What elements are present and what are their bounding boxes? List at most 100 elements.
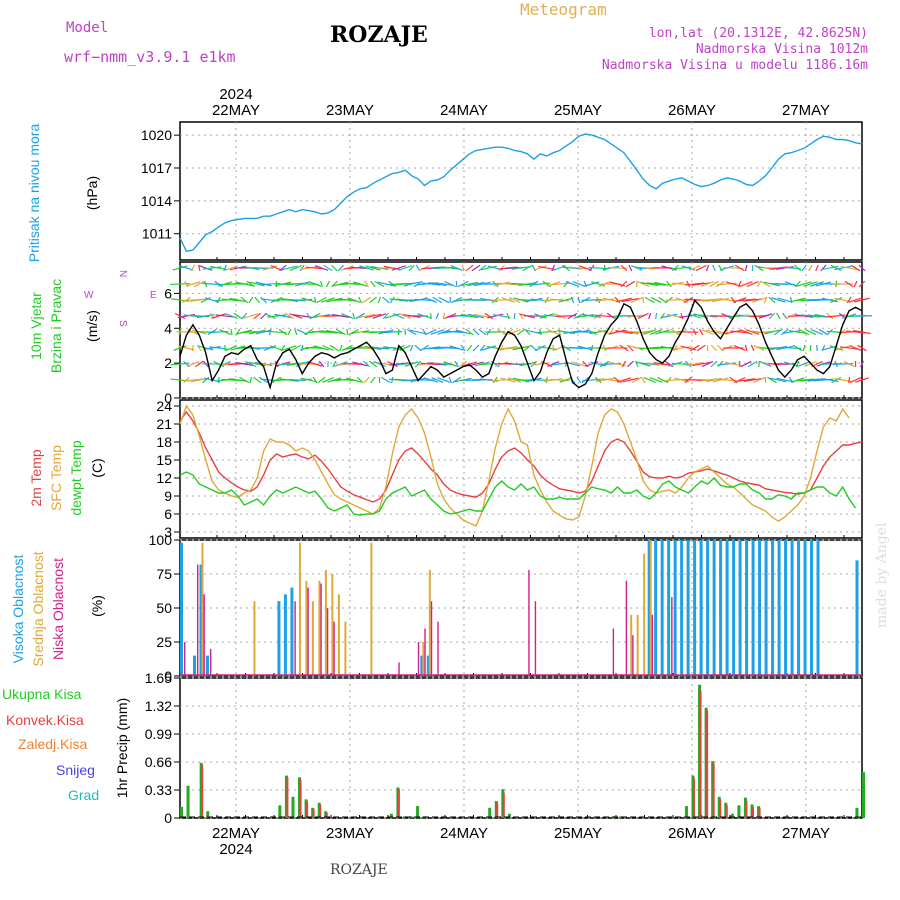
wind-arrow: [807, 314, 827, 318]
precip-bar-convective: [712, 763, 715, 818]
top-day-label: 24MAY: [440, 102, 488, 119]
cloud-bar-high: [816, 540, 820, 676]
model-label: Model: [66, 20, 109, 36]
wind-arrow: [848, 297, 863, 303]
wind-arrow: [364, 313, 382, 319]
y-tick-label: 6: [164, 506, 172, 522]
cloud-bar-low: [612, 628, 615, 676]
wind-arrow: [547, 328, 560, 336]
wind-arrow: [321, 376, 334, 384]
wind-arrow: [821, 265, 839, 271]
wind-arrow: [802, 344, 806, 352]
wind-arrow: [770, 377, 787, 383]
wind-arrow: [563, 330, 582, 334]
legend-hail: Grad: [68, 787, 100, 803]
wind-arrow: [322, 344, 334, 352]
wind-arrow: [511, 266, 531, 270]
wind-arrow: [398, 265, 412, 271]
wind-arrow: [404, 361, 419, 367]
wind-arrow: [619, 344, 629, 352]
wind-arrow: [279, 264, 287, 272]
cloud-bar-mid: [337, 594, 340, 676]
wind-arrow: [387, 360, 398, 368]
wind-arrow: [710, 360, 718, 368]
series-line-dewpt-temp: [179, 471, 857, 516]
precip-bar-total: [206, 811, 210, 818]
wind-arrow: [391, 265, 406, 271]
wind-arrow: [558, 328, 561, 336]
wind-arrow: [768, 296, 776, 304]
wind-arrow: [777, 297, 793, 303]
legend-snow: Snijeg: [56, 762, 95, 778]
wind-arrow: [372, 313, 387, 319]
cloud-bar-mid: [253, 601, 256, 676]
wind-arrow: [756, 280, 762, 288]
wind-arrow: [597, 329, 612, 335]
precip-bar-convective: [397, 789, 400, 818]
wind-arrow: [737, 280, 742, 288]
wind-arrow: [615, 297, 632, 303]
compass-south: S: [117, 320, 128, 327]
wind-arrow: [484, 312, 494, 320]
cloud-bar-low: [534, 601, 537, 676]
y-tick-label: 4: [164, 320, 172, 336]
cloud-bar-high: [680, 540, 684, 676]
y-tick-label: 0: [164, 810, 172, 826]
wind-arrow: [178, 345, 195, 351]
wind-arrow: [516, 328, 526, 336]
wind-arrow: [289, 313, 303, 319]
wind-arrow: [801, 314, 820, 318]
wind-arrow: [826, 312, 834, 320]
wind-arrow: [518, 281, 537, 287]
cloud-bar-low: [398, 662, 400, 676]
wind-arrow: [609, 329, 626, 335]
y-tick-label: 3: [164, 524, 172, 540]
wind-arrow: [685, 282, 705, 286]
precip-bar-total: [507, 813, 511, 818]
y-tick-label: 1.65: [145, 670, 172, 686]
wind-arrow: [331, 280, 338, 288]
wind-arrow: [362, 360, 371, 368]
cloud-bar-mid: [201, 542, 204, 676]
top-day-label: 26MAY: [668, 102, 716, 119]
y-tick-label: 0.99: [145, 726, 172, 742]
wind-arrow: [686, 280, 691, 288]
wind-arrow: [186, 361, 200, 367]
wind-arrow: [776, 377, 794, 383]
wind-arrow: [309, 312, 321, 320]
wind-arrow: [698, 378, 717, 382]
y-tick-label: 1014: [141, 193, 172, 209]
wind-arrow: [507, 377, 522, 383]
wind-arrow: [380, 376, 391, 384]
wind-arrow: [803, 281, 818, 287]
precip-bar-convective: [299, 779, 302, 818]
cloud-bar-mid: [428, 569, 431, 676]
y-tick-label: 0.66: [145, 754, 172, 770]
wind-arrow: [443, 361, 458, 367]
wind-arrow: [219, 328, 231, 336]
wind-arrow: [352, 361, 368, 367]
wind-arrow: [705, 264, 710, 272]
wind-arrow: [280, 344, 286, 352]
wind-arrow: [626, 360, 634, 368]
wind-arrow: [290, 344, 301, 352]
y-tick-label: 15: [156, 452, 172, 468]
cloud-bar-mid: [630, 614, 633, 676]
precip-bar-total: [409, 816, 413, 818]
wind-arrow: [601, 378, 621, 382]
wind-arrow: [347, 297, 361, 303]
wind-arrow: [420, 344, 429, 352]
wind-arrow: [455, 329, 471, 335]
precip-bar-convective: [201, 764, 204, 818]
wind-arrow: [691, 282, 711, 286]
wind-arrow: [457, 280, 469, 288]
cloud-bar-mid: [643, 553, 646, 676]
cloud-bar-mid: [344, 621, 347, 676]
wind-arrow: [313, 345, 330, 351]
wind-arrow: [508, 296, 521, 304]
wind-arrow: [640, 282, 659, 286]
wind-arrow: [809, 344, 812, 352]
wind-arrow: [745, 329, 760, 335]
wind-arrow: [696, 344, 706, 352]
cloud-bar-low: [196, 564, 199, 676]
